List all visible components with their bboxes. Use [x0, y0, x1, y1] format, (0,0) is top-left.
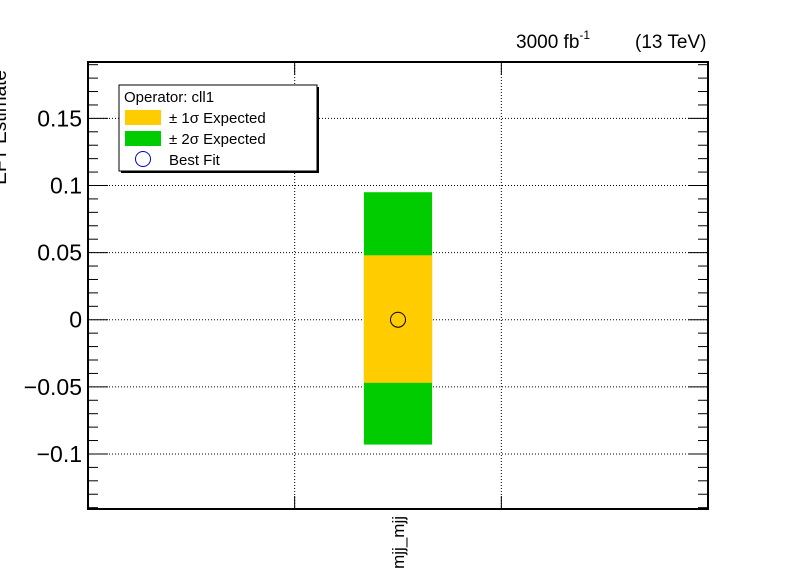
- best-fit-marker: [390, 311, 406, 328]
- lumi-label: 3000 fb-1: [516, 28, 590, 53]
- legend-title: Operator: cll1: [124, 89, 214, 106]
- points: [390, 311, 406, 328]
- y-tick-label: −0.1: [37, 441, 82, 467]
- legend-swatch-1sigma: [125, 110, 161, 125]
- legend-label-best-fit: Best Fit: [169, 152, 221, 169]
- legend-marker-best-fit: [135, 151, 151, 167]
- lumi-value: 3000 fb: [516, 32, 579, 53]
- band-1sigma: [363, 255, 433, 383]
- legend-swatch-2sigma: [125, 131, 161, 146]
- y-tick-label: 0.1: [50, 172, 82, 198]
- energy-label: (13 TeV): [635, 32, 706, 53]
- plot-frame: [87, 61, 709, 510]
- legend: Operator: cll1 ± 1σ Expected ± 2σ Expect…: [118, 84, 319, 173]
- bands: [363, 192, 433, 445]
- axes: [87, 61, 709, 510]
- legend-label-2sigma: ± 2σ Expected: [169, 131, 266, 148]
- legend-box: [118, 84, 318, 172]
- lumi-exponent: -1: [579, 28, 590, 42]
- y-tick-label: −0.05: [24, 374, 82, 400]
- x-category-label: mjj_mjj: [389, 516, 408, 569]
- y-tick-label: 0.15: [37, 105, 82, 131]
- legend-label-1sigma: ± 1σ Expected: [169, 110, 266, 127]
- y-tick-label: 0.05: [37, 240, 82, 266]
- y-tick-label: 0: [69, 307, 82, 333]
- y-axis-title: EFT Estimate: [0, 70, 11, 185]
- labels: mjj_mjj 0.15 0.1 0.05 0 −0.05 −0.1: [24, 105, 408, 569]
